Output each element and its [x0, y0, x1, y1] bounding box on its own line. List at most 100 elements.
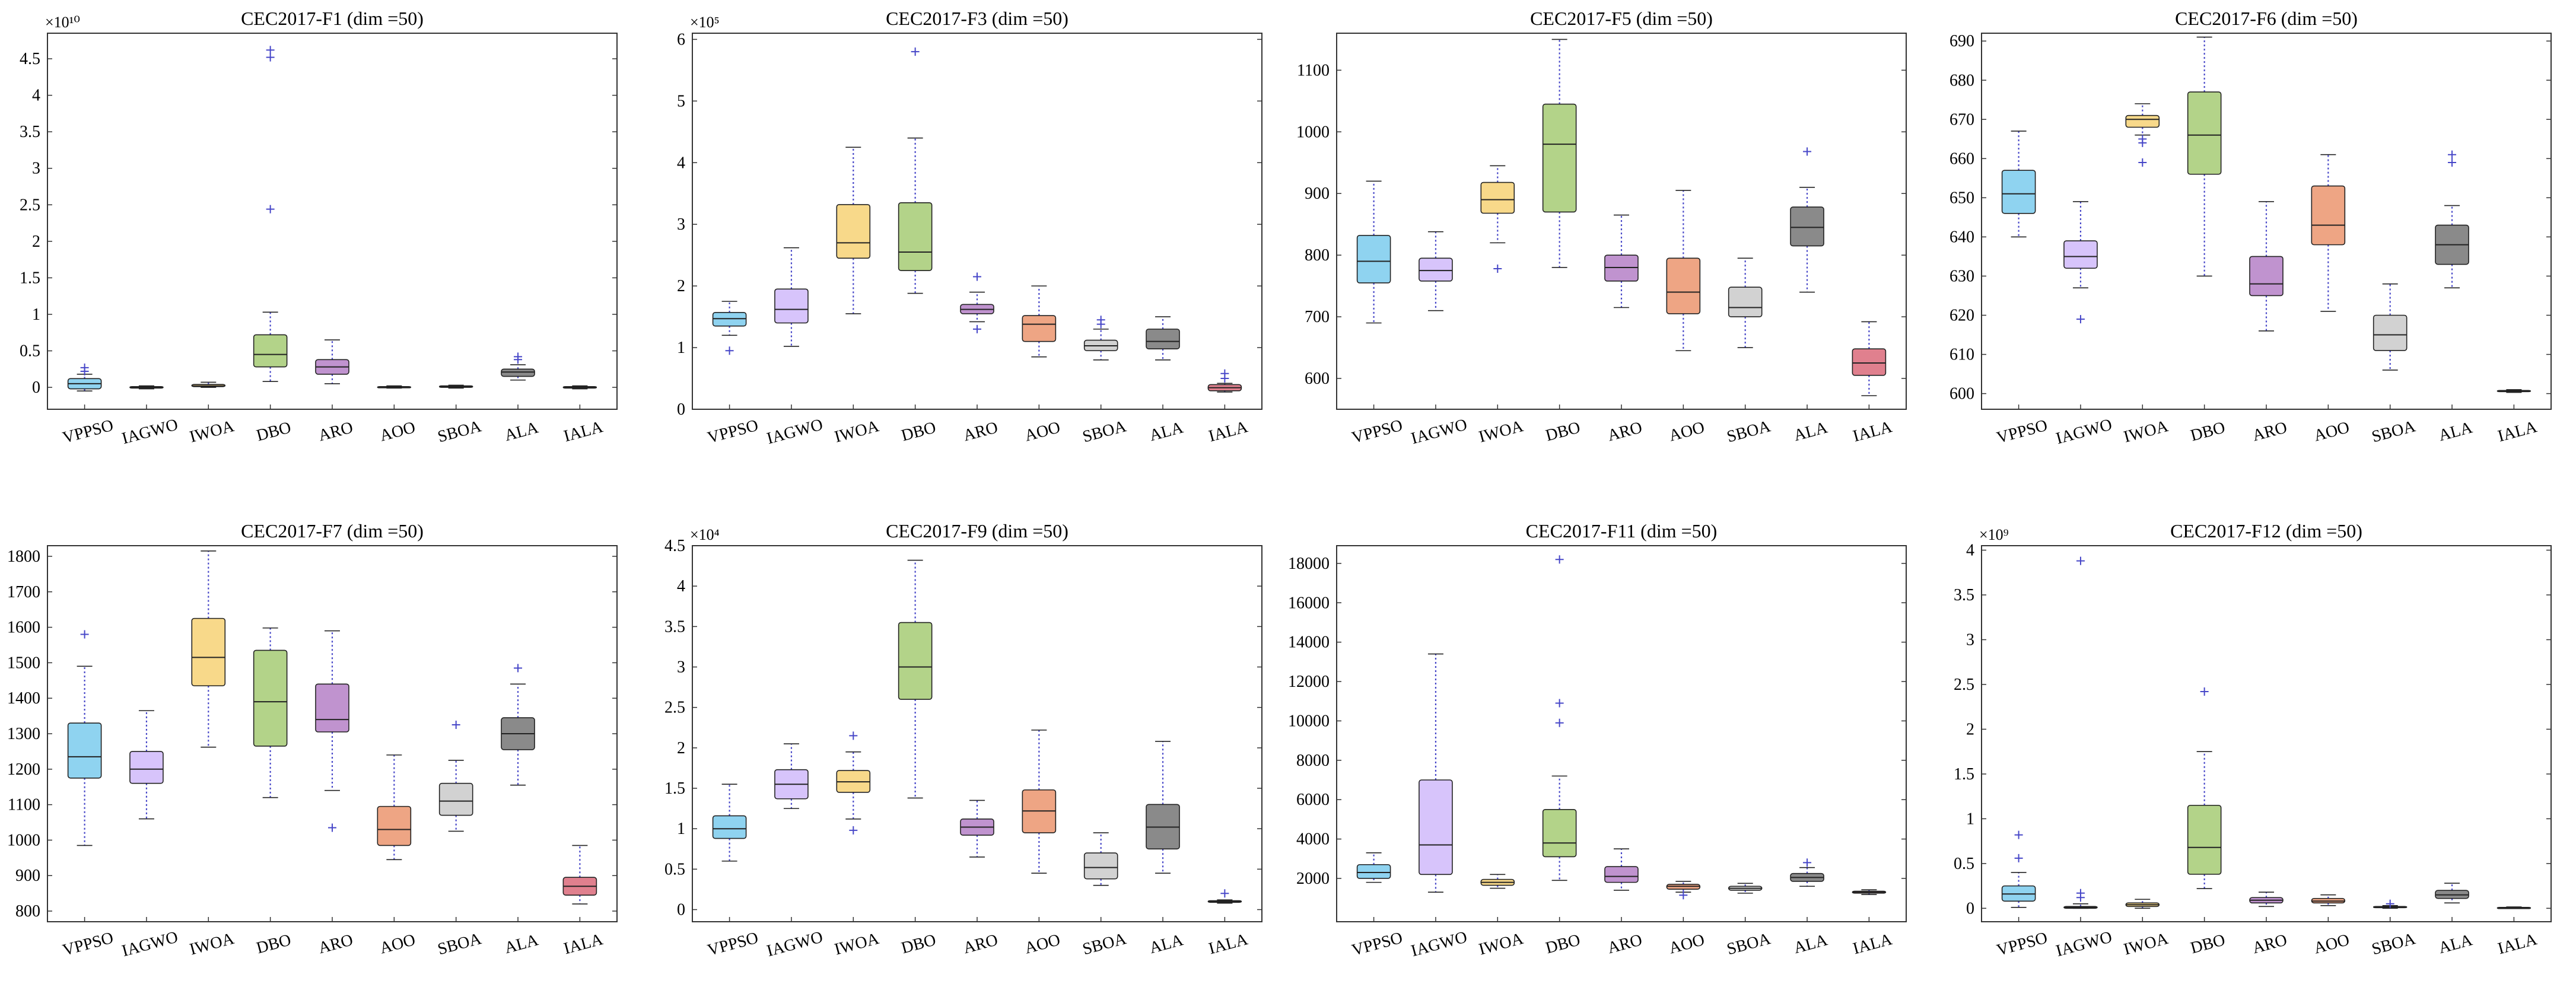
box-iagwo — [774, 247, 809, 347]
box-dbo — [253, 46, 288, 383]
panel-f6: CEC2017-F6 (dim =50) 6006106206306406506… — [1950, 8, 2552, 448]
outlier-marker — [1555, 555, 1564, 564]
y-tick-label: 690 — [1950, 32, 1974, 50]
box-iagwo — [1419, 653, 1453, 893]
y-tick-label: 680 — [1950, 71, 1974, 90]
outlier-marker — [2014, 830, 2023, 839]
panel-title: CEC2017-F9 (dim =50) — [886, 520, 1068, 542]
box-vppso — [2001, 130, 2036, 238]
plot-area: 0 1 2 3 4 5 6 VPPSO IAGWO IWOA DBO ARO AOO SBOA ALA IAL… — [677, 30, 1262, 448]
x-tick-label: ARO — [961, 418, 1000, 445]
box-aro — [1604, 848, 1639, 891]
panel-f5: CEC2017-F5 (dim =50) 600 700 800 900 1000 110… — [1296, 8, 1907, 448]
outlier-marker — [328, 823, 336, 832]
box-ala — [501, 352, 535, 381]
x-tick-label: ALA — [1792, 418, 1830, 445]
box-dbo — [1542, 39, 1577, 268]
outlier-marker — [2448, 150, 2457, 159]
box-body — [1728, 286, 1763, 317]
box-body — [2001, 170, 2036, 214]
outlier-marker — [2448, 158, 2457, 167]
box-aro — [315, 339, 349, 384]
box-sboa — [1083, 832, 1118, 886]
box-aro — [2249, 201, 2284, 332]
x-tick-label: DBO — [899, 418, 938, 445]
y-tick-label: 1.5 — [1954, 765, 1974, 784]
y-tick-label: 800 — [1305, 246, 1330, 265]
exponent-label: ×10⁴ — [690, 526, 720, 543]
panel-title: CEC2017-F3 (dim =50) — [886, 8, 1068, 29]
y-tick-label: 3.5 — [20, 123, 40, 141]
outlier-marker — [2200, 687, 2209, 696]
box-body — [1852, 348, 1887, 376]
y-tick-label: 0 — [677, 400, 685, 419]
y-tick-label: 600 — [1950, 385, 1974, 403]
y-tick-label: 1500 — [7, 654, 40, 672]
box-body — [2249, 256, 2284, 297]
box-iala — [2497, 389, 2532, 393]
box-dbo — [2187, 687, 2222, 889]
box-dbo — [253, 627, 288, 798]
x-tick-label: IAGWO — [120, 415, 180, 448]
x-tick-label: ALA — [503, 418, 540, 445]
y-tick-label: 900 — [1305, 184, 1330, 203]
outlier-marker — [1803, 858, 1812, 867]
y-tick-label: 3.5 — [664, 617, 685, 636]
y-tick-label: 2.5 — [664, 699, 685, 717]
box-iagwo — [1419, 231, 1453, 311]
box-body — [1604, 254, 1639, 282]
y-tick-label: 16000 — [1288, 594, 1330, 612]
x-tick-label: IALA — [1851, 418, 1894, 445]
x-tick-label: ALA — [2437, 418, 2475, 445]
axes-frame — [692, 33, 1262, 410]
axes-frame — [47, 33, 618, 410]
y-tick-label: 3 — [677, 658, 685, 677]
x-tick-label: IAGWO — [1409, 928, 1469, 960]
y-tick-label: 6000 — [1296, 791, 1330, 809]
x-tick-label: DBO — [1544, 418, 1582, 445]
outlier-marker — [1220, 369, 1229, 378]
outlier-marker — [1555, 699, 1564, 708]
box-body — [1480, 181, 1515, 214]
box-sboa — [2373, 283, 2408, 371]
x-tick-label: VPPSO — [1350, 929, 1404, 960]
x-tick-label: ALA — [1792, 931, 1830, 957]
outlier-marker — [266, 53, 275, 62]
outlier-marker — [266, 205, 275, 214]
box-iwoa — [191, 381, 226, 388]
panel-title: CEC2017-F6 (dim =50) — [2175, 8, 2358, 29]
y-tick-label: 2 — [1966, 720, 1974, 738]
x-tick-label: VPPSO — [1995, 416, 2049, 448]
outlier-marker — [2014, 854, 2023, 862]
box-aoo — [1022, 730, 1057, 874]
box-ala — [501, 664, 535, 786]
y-tick-label: 1100 — [1297, 61, 1330, 79]
x-tick-label: ALA — [2437, 931, 2475, 957]
x-tick-label: IAGWO — [2054, 928, 2114, 960]
x-tick-label: VPPSO — [1995, 929, 2049, 960]
y-tick-label: 2 — [677, 739, 685, 757]
x-tick-label: VPPSO — [705, 416, 760, 448]
box-body — [1604, 866, 1639, 883]
box-vppso — [1356, 180, 1391, 324]
x-tick-label: SBOA — [1725, 417, 1773, 446]
box-iwoa — [836, 147, 871, 314]
exponent-label: ×10⁵ — [690, 14, 720, 31]
box-iagwo — [774, 743, 809, 809]
x-tick-label: VPPSO — [61, 929, 115, 960]
box-body — [1542, 808, 1577, 858]
x-tick-label: ARO — [2250, 931, 2289, 957]
box-iwoa — [836, 731, 871, 835]
y-tick-label: 800 — [15, 902, 40, 921]
panel-f7: CEC2017-F7 (dim =50) 800 900 1000 1100 1200 1… — [7, 520, 618, 960]
y-tick-label: 1.5 — [20, 269, 40, 287]
box-sboa — [1728, 883, 1763, 894]
box-sboa — [438, 384, 473, 389]
y-tick-label: 0 — [32, 378, 40, 397]
box-aoo — [1666, 190, 1701, 352]
y-tick-label: 2000 — [1296, 870, 1330, 888]
box-body — [1146, 329, 1180, 349]
box-sboa — [1728, 257, 1763, 348]
